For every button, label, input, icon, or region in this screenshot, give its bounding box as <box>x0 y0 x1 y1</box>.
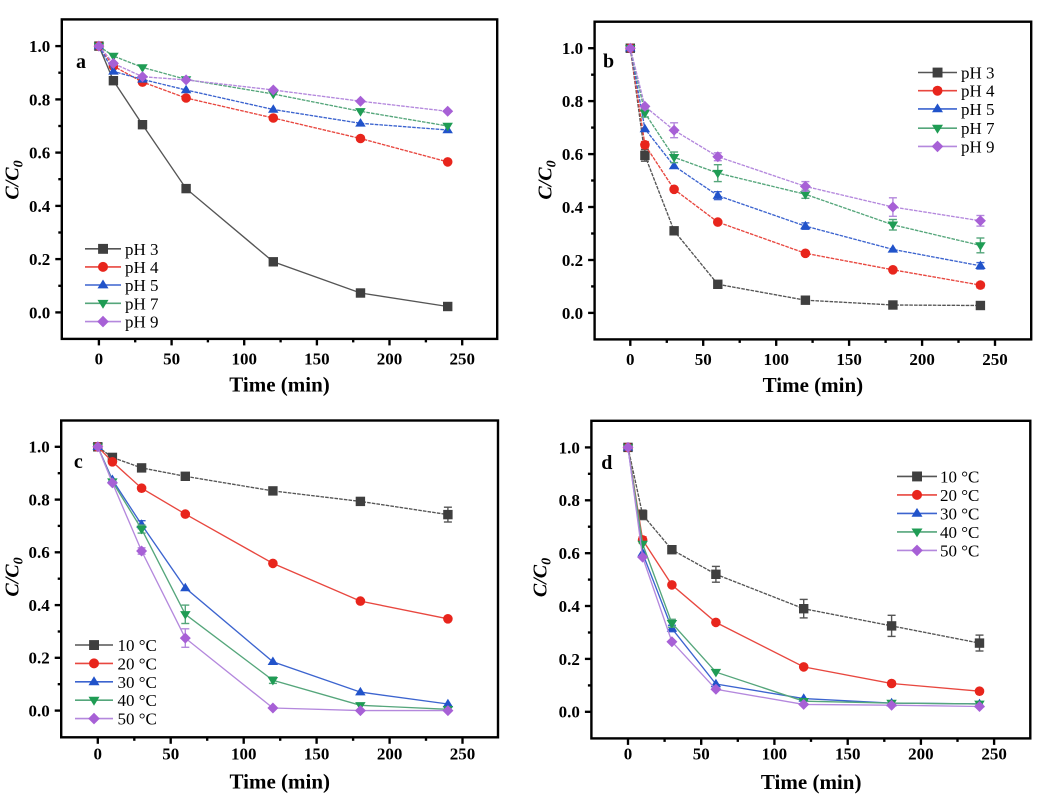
svg-text:50 °C: 50 °C <box>118 710 157 729</box>
svg-text:0.6: 0.6 <box>29 144 50 163</box>
svg-text:50: 50 <box>693 745 710 764</box>
svg-text:0.4: 0.4 <box>29 197 51 216</box>
svg-text:10 °C: 10 °C <box>940 467 979 486</box>
svg-text:Time (min): Time (min) <box>761 770 862 794</box>
svg-text:pH 4: pH 4 <box>961 82 995 101</box>
svg-text:200: 200 <box>909 350 935 369</box>
svg-text:Time (min): Time (min) <box>230 770 331 794</box>
svg-text:30 °C: 30 °C <box>940 504 979 523</box>
svg-text:0.6: 0.6 <box>562 145 583 164</box>
svg-text:20 °C: 20 °C <box>940 486 979 505</box>
svg-text:150: 150 <box>304 744 330 763</box>
svg-text:0.4: 0.4 <box>562 198 584 217</box>
svg-text:pH 3: pH 3 <box>125 240 159 259</box>
svg-text:0: 0 <box>626 350 635 369</box>
svg-text:0: 0 <box>624 745 633 764</box>
svg-text:200: 200 <box>908 745 934 764</box>
svg-text:150: 150 <box>835 745 861 764</box>
svg-text:0.6: 0.6 <box>559 544 580 563</box>
svg-text:d: d <box>601 452 612 474</box>
svg-text:b: b <box>603 51 614 73</box>
svg-text:100: 100 <box>763 350 789 369</box>
svg-text:Time (min): Time (min) <box>229 373 330 397</box>
svg-text:0.2: 0.2 <box>562 251 583 270</box>
svg-text:0.0: 0.0 <box>29 303 50 322</box>
svg-text:0.2: 0.2 <box>28 649 49 668</box>
svg-text:200: 200 <box>377 744 403 763</box>
svg-text:30 °C: 30 °C <box>118 673 157 692</box>
svg-text:pH 5: pH 5 <box>125 276 159 295</box>
svg-text:50: 50 <box>695 350 712 369</box>
svg-text:250: 250 <box>450 744 476 763</box>
svg-text:pH 9: pH 9 <box>125 313 159 332</box>
svg-text:pH 4: pH 4 <box>125 258 159 277</box>
svg-text:1.0: 1.0 <box>559 438 580 457</box>
svg-text:0.8: 0.8 <box>29 90 50 109</box>
svg-text:100: 100 <box>231 350 257 369</box>
svg-text:0.2: 0.2 <box>559 650 580 669</box>
svg-text:c: c <box>74 451 83 473</box>
svg-text:0.8: 0.8 <box>559 491 580 510</box>
svg-text:0.4: 0.4 <box>28 596 50 615</box>
svg-text:1.0: 1.0 <box>29 37 50 56</box>
svg-text:250: 250 <box>982 350 1008 369</box>
svg-text:pH 5: pH 5 <box>961 100 995 119</box>
svg-text:1.0: 1.0 <box>28 438 49 457</box>
svg-text:0.8: 0.8 <box>28 491 49 510</box>
svg-text:200: 200 <box>377 350 403 369</box>
svg-text:pH 9: pH 9 <box>961 137 995 156</box>
svg-text:100: 100 <box>762 745 788 764</box>
svg-text:1.0: 1.0 <box>562 39 583 58</box>
svg-text:10 °C: 10 °C <box>118 636 157 655</box>
svg-text:Time (min): Time (min) <box>763 373 864 397</box>
svg-text:0: 0 <box>94 744 103 763</box>
svg-text:pH 7: pH 7 <box>961 119 995 138</box>
svg-text:0: 0 <box>95 350 104 369</box>
svg-text:150: 150 <box>836 350 862 369</box>
svg-text:100: 100 <box>231 744 257 763</box>
svg-text:50: 50 <box>163 350 180 369</box>
svg-text:250: 250 <box>981 745 1007 764</box>
svg-text:0.6: 0.6 <box>28 543 49 562</box>
svg-text:0.0: 0.0 <box>559 703 580 722</box>
svg-text:250: 250 <box>449 350 475 369</box>
svg-text:50 °C: 50 °C <box>940 541 979 560</box>
svg-text:40 °C: 40 °C <box>118 691 157 710</box>
svg-text:a: a <box>76 51 86 73</box>
svg-text:150: 150 <box>304 350 330 369</box>
svg-text:C/C0: C/C0 <box>535 160 560 199</box>
svg-text:pH 3: pH 3 <box>961 64 995 83</box>
svg-text:0.0: 0.0 <box>562 304 583 323</box>
svg-text:20 °C: 20 °C <box>118 654 157 673</box>
svg-text:0.4: 0.4 <box>559 597 581 616</box>
svg-text:0.8: 0.8 <box>562 92 583 111</box>
svg-text:pH 7: pH 7 <box>125 294 159 313</box>
svg-text:0.2: 0.2 <box>29 250 50 269</box>
svg-text:0.0: 0.0 <box>28 702 49 721</box>
svg-text:40 °C: 40 °C <box>940 523 979 542</box>
svg-text:50: 50 <box>162 744 179 763</box>
